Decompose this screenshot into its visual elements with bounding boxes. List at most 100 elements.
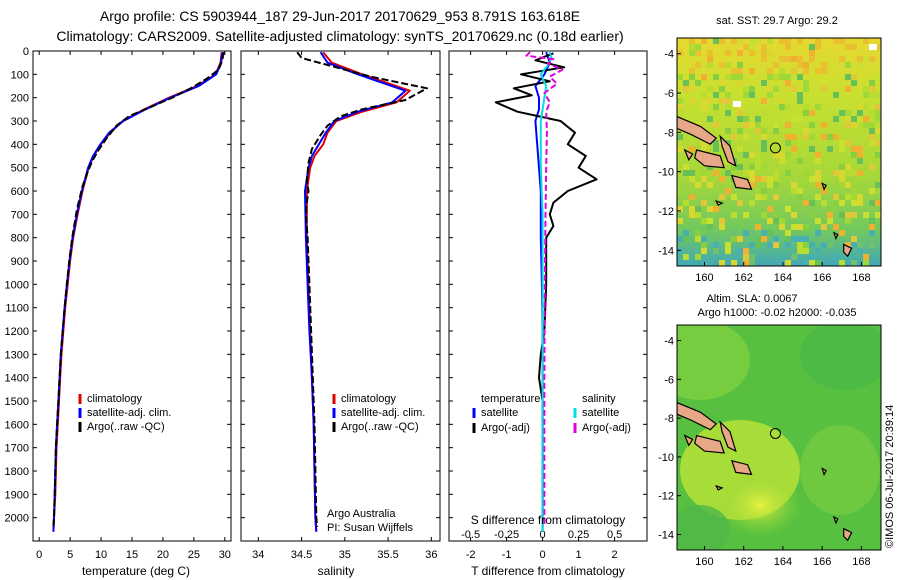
sst-cell	[743, 212, 749, 218]
sst-cell	[677, 74, 683, 80]
sst-cell	[707, 62, 713, 68]
sla-map-title-line2: Argo h1000: -0.02 h2000: -0.035	[697, 307, 856, 319]
sst-cell	[857, 104, 863, 110]
sst-cell	[803, 80, 809, 86]
sst-cell	[851, 212, 857, 218]
sst-cell	[773, 152, 779, 158]
sst-cell	[845, 218, 851, 224]
sst-cell	[815, 248, 821, 254]
sst-cell	[689, 146, 695, 152]
sst-cell	[755, 236, 761, 242]
x-tick-label: 10	[95, 549, 107, 561]
sst-cell	[719, 170, 725, 176]
sst-cell	[749, 50, 755, 56]
sst-cell	[809, 110, 815, 116]
sst-cell	[869, 164, 875, 170]
sst-cell	[767, 38, 773, 44]
sst-cell	[797, 224, 803, 230]
sst-cell	[803, 176, 809, 182]
sst-cell	[875, 188, 881, 194]
depth-tick-label: 1100	[5, 303, 29, 315]
sst-cell	[863, 164, 869, 170]
sst-cell	[725, 248, 731, 254]
sst-cell	[857, 158, 863, 164]
sst-cell	[779, 38, 785, 44]
map-x-tick-label: 162	[735, 272, 753, 284]
sst-cell	[851, 260, 857, 266]
sst-cell	[677, 98, 683, 104]
sst-cell	[785, 56, 791, 62]
sst-cell	[683, 254, 689, 260]
series-climatology	[52, 52, 223, 532]
sst-cell	[791, 74, 797, 80]
sst-cell	[767, 86, 773, 92]
sst-cell	[737, 128, 743, 134]
sst-cell	[749, 170, 755, 176]
island-shape	[677, 115, 718, 145]
sst-cell	[851, 80, 857, 86]
legend-label: Argo(..raw -QC)	[341, 421, 419, 433]
map-x-tick-label: 166	[813, 272, 831, 284]
sst-cell	[791, 134, 797, 140]
sst-cell	[815, 182, 821, 188]
legend-label: climatology	[87, 393, 143, 405]
sst-cell	[839, 230, 845, 236]
sst-cell	[785, 230, 791, 236]
sst-cell	[839, 194, 845, 200]
map-y-tick-label: -12	[658, 491, 674, 503]
sst-cell	[707, 50, 713, 56]
sst-cell	[809, 44, 815, 50]
sst-cell	[863, 86, 869, 92]
sst-cell	[869, 242, 875, 248]
sst-cell	[797, 92, 803, 98]
island-shape	[821, 182, 827, 191]
legend-label: satellite	[481, 407, 518, 419]
sst-cell	[755, 128, 761, 134]
sst-cell	[749, 176, 755, 182]
sla-map-islands	[677, 401, 853, 542]
sst-cell	[863, 260, 869, 266]
sst-cell	[785, 206, 791, 212]
sst-cell	[875, 74, 881, 80]
sst-cell	[839, 140, 845, 146]
sst-cell	[815, 152, 821, 158]
sst-cell	[869, 224, 875, 230]
sst-cell	[773, 98, 779, 104]
sst-cell	[839, 164, 845, 170]
sst-cell	[785, 242, 791, 248]
sst-cell	[737, 110, 743, 116]
island-shape	[715, 200, 724, 206]
legend-label: climatology	[341, 393, 397, 405]
sst-cell	[731, 38, 737, 44]
map-y-tick-label: -4	[664, 336, 674, 348]
depth-tick-label: 600	[11, 186, 29, 198]
sst-cell	[779, 218, 785, 224]
series-temperature-argo-adj-	[494, 52, 598, 527]
sst-cell	[845, 62, 851, 68]
sst-cell	[791, 68, 797, 74]
x-tick-label: 20	[157, 549, 169, 561]
depth-tick-label: 800	[11, 233, 29, 245]
x-tick-label: 5	[67, 549, 73, 561]
sst-cell	[875, 116, 881, 122]
sst-cell	[869, 56, 875, 62]
sst-cell	[869, 92, 875, 98]
sst-cell	[749, 152, 755, 158]
sst-cell	[779, 74, 785, 80]
sst-cell	[869, 230, 875, 236]
sst-cell	[839, 146, 845, 152]
island-shape	[730, 459, 753, 476]
sst-cell	[833, 38, 839, 44]
sst-cell	[761, 110, 767, 116]
sst-cell	[749, 260, 755, 266]
sst-cell	[791, 254, 797, 260]
sst-cell	[683, 236, 689, 242]
sst-cell	[755, 176, 761, 182]
sst-cell	[701, 218, 707, 224]
sst-cell	[827, 242, 833, 248]
sst-cell	[737, 38, 743, 44]
sst-cell	[791, 56, 797, 62]
sst-cell	[857, 200, 863, 206]
sst-cell	[785, 104, 791, 110]
sla-map-title-line1: Altim. SLA: 0.0067	[706, 293, 797, 305]
